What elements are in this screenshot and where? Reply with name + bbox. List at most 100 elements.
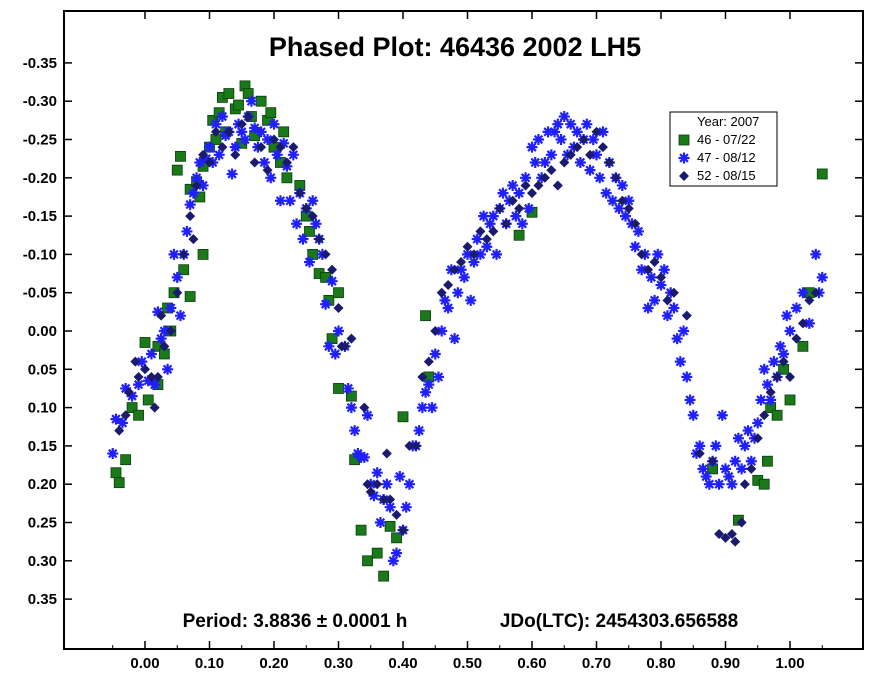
data-point (642, 302, 654, 314)
data-point (156, 310, 167, 321)
data-point (600, 187, 612, 199)
data-point (516, 218, 528, 230)
data-point (194, 191, 206, 203)
data-point (291, 218, 303, 230)
data-point (223, 88, 235, 99)
data-point (455, 264, 467, 276)
data-point (230, 149, 241, 160)
y-tick-label: 0.20 (28, 476, 57, 493)
x-tick-label: 0.60 (517, 655, 546, 672)
data-point (630, 218, 641, 229)
data-point (281, 172, 293, 184)
data-point (142, 394, 154, 406)
data-point (159, 341, 170, 352)
data-point (716, 409, 728, 421)
data-point (772, 371, 783, 382)
data-point (816, 168, 828, 180)
y-tick-label: -0.15 (23, 208, 57, 225)
data-point (217, 142, 228, 153)
data-point (781, 310, 793, 322)
x-tick-label: 0.40 (388, 655, 417, 672)
data-point (739, 440, 751, 452)
data-point (587, 134, 599, 145)
data-point (114, 425, 125, 436)
data-point (275, 142, 286, 153)
data-point (732, 432, 744, 444)
data-point (700, 471, 712, 483)
data-point (126, 402, 138, 414)
data-point (184, 291, 196, 302)
data-points (107, 80, 828, 582)
data-point (816, 271, 828, 283)
data-point (236, 119, 247, 130)
data-point (761, 379, 773, 391)
data-point (255, 95, 267, 107)
data-point (552, 118, 564, 130)
data-point (613, 202, 625, 214)
x-tick-label: 0.30 (324, 655, 353, 672)
data-point (333, 303, 344, 314)
data-point (256, 142, 267, 153)
data-point (194, 156, 206, 168)
data-point (617, 195, 628, 206)
data-point (210, 126, 221, 137)
data-point (616, 179, 628, 191)
data-point (110, 467, 122, 479)
data-point (545, 149, 557, 161)
data-point (168, 248, 180, 260)
data-point (320, 271, 332, 283)
data-point (468, 256, 480, 268)
data-point (381, 448, 392, 459)
data-point (636, 264, 648, 276)
data-point (542, 126, 554, 138)
data-point (362, 409, 374, 421)
y-tick-label: -0.30 (23, 93, 57, 110)
data-point (239, 134, 251, 145)
data-point (397, 411, 409, 423)
data-point (204, 141, 215, 153)
x-tick-label: 0.90 (711, 655, 740, 672)
data-point (668, 302, 680, 314)
data-point (288, 142, 299, 153)
data-point (255, 126, 267, 138)
data-point (661, 310, 673, 322)
data-point (658, 264, 670, 276)
data-point (368, 490, 380, 502)
data-point (726, 528, 737, 539)
data-point (181, 225, 193, 237)
data-point (197, 248, 209, 260)
data-point (287, 149, 299, 161)
data-point (362, 479, 373, 490)
data-point (381, 478, 393, 490)
data-point (674, 356, 686, 368)
data-point (681, 371, 693, 383)
data-point (310, 218, 322, 230)
data-point (420, 310, 431, 322)
data-point (623, 195, 635, 207)
data-point (736, 463, 748, 475)
data-point (243, 111, 254, 122)
data-point (523, 202, 535, 214)
legend-marker (678, 152, 690, 164)
data-point (269, 134, 279, 145)
data-point (762, 455, 773, 467)
legend-label: 52 - 08/15 (697, 168, 756, 183)
data-point (559, 157, 570, 168)
data-point (513, 229, 525, 241)
data-point (126, 390, 138, 402)
legend-marker (678, 134, 690, 146)
data-point (768, 356, 780, 368)
data-point (339, 341, 350, 352)
data-point (468, 249, 479, 260)
data-point (187, 187, 199, 199)
legend-title: Year: 2007 (697, 114, 759, 129)
data-point (236, 126, 248, 138)
data-point (175, 150, 186, 162)
data-point (149, 379, 161, 391)
data-point (400, 501, 412, 513)
data-point (456, 257, 467, 268)
data-point (572, 142, 583, 153)
y-axis: -0.35 -0.30 -0.25 -0.20 -0.15 -0.10 -0.05 0.00 0… (23, 55, 863, 608)
data-point (410, 440, 421, 451)
data-point (578, 134, 589, 145)
